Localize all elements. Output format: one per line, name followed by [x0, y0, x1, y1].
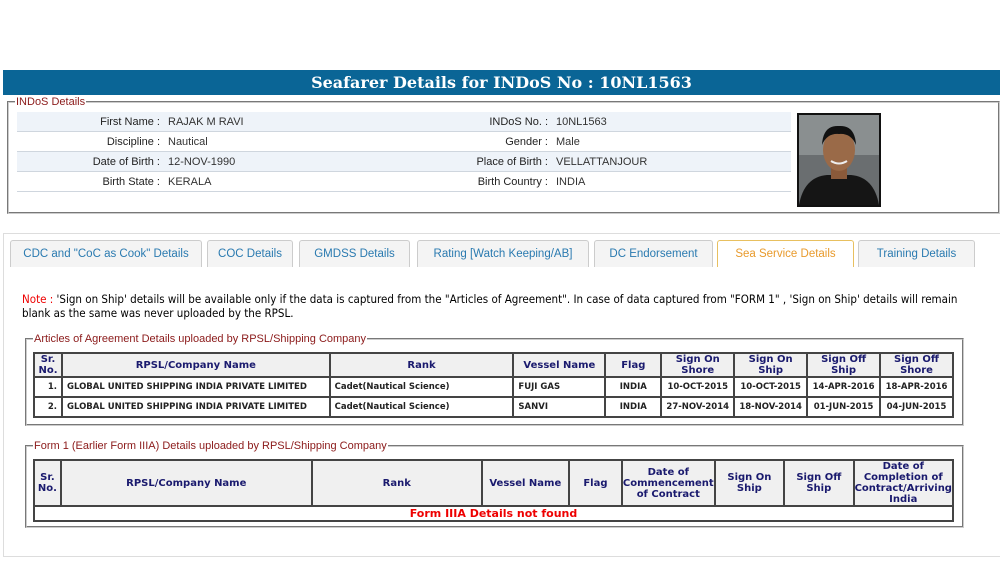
note-text: 'Sign on Ship' details will be available…	[22, 292, 958, 320]
column-header: Vessel Name	[480, 459, 570, 507]
tab-dc-endorsement[interactable]: DC Endorsement	[594, 240, 713, 267]
column-header: Sign On Shore	[660, 352, 736, 378]
table-cell: INDIA	[604, 396, 663, 418]
column-header: RPSL/Company Name	[60, 352, 331, 378]
seafarer-photo	[797, 113, 881, 207]
column-header: Date of Commencement of Contract	[620, 459, 716, 507]
table-cell: INDIA	[604, 376, 663, 398]
tab-rating-watch-keeping-ab[interactable]: Rating [Watch Keeping/AB]	[417, 240, 589, 267]
header-row: Sr. No. RPSL/Company Name Rank Vessel Name F…	[33, 352, 954, 378]
field-label: First Name :	[100, 116, 160, 128]
field-label: INDoS No. :	[489, 116, 548, 128]
field-label: Discipline :	[106, 136, 160, 148]
column-header: Sr. No.	[33, 352, 63, 378]
table-cell: 18-APR-2016	[879, 376, 954, 398]
indos-row: First Name : RAJAK M RAVI INDoS No. : 10…	[17, 112, 791, 132]
column-header: Flag	[604, 352, 663, 378]
tab-coc-details[interactable]: COC Details	[207, 240, 293, 267]
table-cell: GLOBAL UNITED SHIPPING INDIA PRIVATE LIM…	[60, 396, 331, 418]
articles-of-agreement-section: Articles of Agreement Details uploaded b…	[25, 333, 964, 426]
table-cell: SANVI	[512, 396, 607, 418]
articles-of-agreement-table: Sr. No. RPSL/Company Name Rank Vessel Name F…	[33, 352, 954, 418]
column-header: Date of Completion of Contract/Arriving …	[852, 459, 955, 507]
header-row: Sr. No. RPSL/Company Name Rank Vessel Name F…	[33, 459, 955, 507]
column-header: Sign On Ship	[733, 352, 809, 378]
field-label: Birth Country :	[477, 176, 548, 188]
table-cell: 10-OCT-2015	[733, 376, 809, 398]
column-header: Vessel Name	[512, 352, 607, 378]
table-cell: 1.	[33, 376, 63, 398]
field-value: RAJAK M RAVI	[168, 116, 244, 128]
field-label: Gender :	[505, 136, 548, 148]
indos-row: Birth State : KERALA Birth Country : IND…	[17, 172, 791, 192]
page-title: Seafarer Details for INDoS No : 10NL1563	[3, 70, 1000, 95]
column-header: Flag	[567, 459, 623, 507]
table-cell: 10-OCT-2015	[660, 376, 736, 398]
indos-row: Discipline : Nautical Gender : Male	[17, 132, 791, 152]
column-header: Sign Off Ship	[783, 459, 855, 507]
field-value: KERALA	[168, 176, 212, 188]
indos-legend: INDoS Details	[16, 96, 86, 108]
table-cell: 27-NOV-2014	[660, 396, 736, 418]
field-value: 10NL1563	[556, 116, 607, 128]
indos-row: Date of Birth : 12-NOV-1990 Place of Bir…	[17, 152, 791, 172]
column-header: Rank	[310, 459, 483, 507]
note-prefix: Note :	[22, 292, 54, 306]
field-label: Birth State :	[102, 176, 160, 188]
table-cell: GLOBAL UNITED SHIPPING INDIA PRIVATE LIM…	[60, 376, 331, 398]
field-value: Male	[556, 136, 580, 148]
form1-table: Sr. No. RPSL/Company Name Rank Vessel Name F…	[33, 459, 955, 522]
tab-sea-service-details[interactable]: Sea Service Details	[717, 240, 854, 267]
column-header: RPSL/Company Name	[59, 459, 313, 507]
tab-panel	[3, 233, 1000, 557]
table-cell: 04-JUN-2015	[879, 396, 954, 418]
column-header: Rank	[328, 352, 515, 378]
form1-section: Form 1 (Earlier Form IIIA) Details uploa…	[25, 440, 964, 528]
empty-message: Form IIIA Details not found	[33, 505, 954, 522]
indos-details-section: INDoS Details	[7, 96, 1000, 214]
tab-gmdss-details[interactable]: GMDSS Details	[299, 240, 410, 267]
table-cell: 2.	[33, 396, 63, 418]
table-cell: FUJI GAS	[512, 376, 607, 398]
table-cell: 18-NOV-2014	[733, 396, 809, 418]
field-value: Nautical	[168, 136, 208, 148]
column-header: Sign On Ship	[713, 459, 786, 507]
form1-legend: Form 1 (Earlier Form IIIA) Details uploa…	[34, 440, 387, 452]
table-cell: 14-APR-2016	[806, 376, 882, 398]
table-cell: Cadet(Nautical Science)	[328, 396, 515, 418]
field-value: 12-NOV-1990	[168, 156, 236, 168]
column-header: Sign Off Ship	[806, 352, 882, 378]
column-header: Sign Off Shore	[879, 352, 954, 378]
field-label: Place of Birth :	[476, 156, 548, 168]
sea-service-note: Note : 'Sign on Ship' details will be av…	[22, 292, 972, 320]
tab-cdc-and-coc-as-cook-details[interactable]: CDC and "CoC as Cook" Details	[10, 240, 202, 267]
aoa-legend: Articles of Agreement Details uploaded b…	[34, 333, 367, 345]
table-cell: 01-JUN-2015	[806, 396, 882, 418]
field-label: Date of Birth :	[92, 156, 160, 168]
field-value: VELLATTANJOUR	[556, 156, 648, 168]
field-value: INDIA	[556, 176, 586, 188]
tab-training-details[interactable]: Training Details	[858, 240, 975, 267]
table-cell: Cadet(Nautical Science)	[328, 376, 515, 398]
table-row: 1. GLOBAL UNITED SHIPPING INDIA PRIVATE L…	[33, 376, 954, 398]
table-row: 2. GLOBAL UNITED SHIPPING INDIA PRIVATE L…	[33, 396, 954, 418]
column-header: Sr. No.	[33, 459, 62, 507]
